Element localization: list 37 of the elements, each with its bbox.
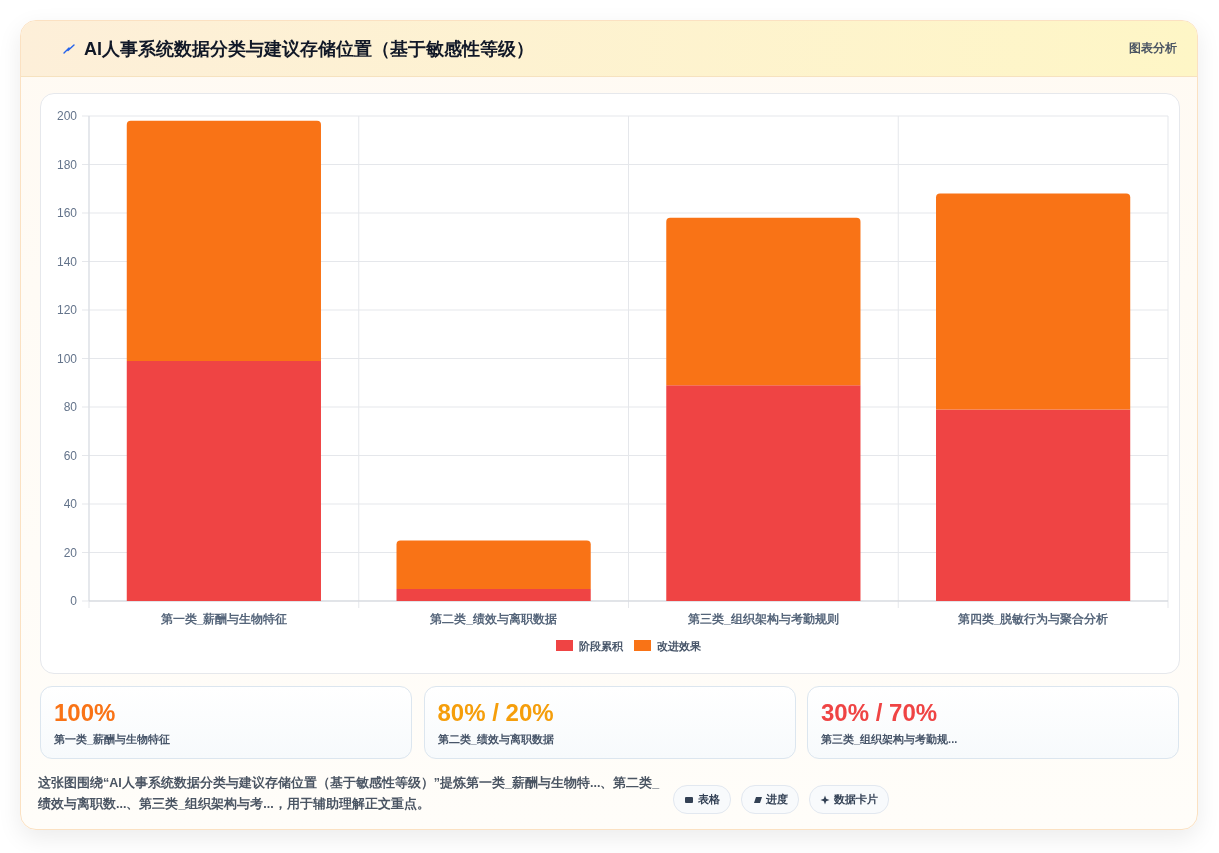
bar — [936, 193, 1131, 410]
bar — [396, 540, 591, 589]
y-tick-label: 40 — [63, 497, 78, 511]
bar — [666, 217, 861, 386]
y-tick-label: 20 — [63, 545, 78, 560]
chart-title: AI人事系统数据分类与建议存储位置（基于敏感性等级） — [84, 37, 534, 61]
y-tick-label: 0 — [70, 594, 78, 608]
y-tick-label: 140 — [56, 254, 78, 269]
text: 第二类_绩效与离职数据 — [437, 732, 554, 747]
x-tick-label: 第一类_薪酬与生物特征 — [159, 612, 288, 626]
bar — [126, 120, 321, 361]
y-tick-label: 200 — [56, 109, 78, 123]
legend-label: 改进效果 — [657, 640, 702, 652]
text: 进度 — [766, 792, 788, 807]
text: 80% / 20% — [437, 699, 554, 727]
text: 第一类_薪酬与生物特征 — [54, 732, 171, 747]
legend-label: 阶段累积 — [579, 640, 624, 652]
y-tick-label: 160 — [56, 206, 78, 220]
text: 100% — [54, 699, 116, 727]
bar — [666, 385, 861, 601]
text: 表格 — [698, 792, 720, 807]
y-tick-label: 180 — [56, 157, 78, 172]
bar — [936, 409, 1131, 601]
text: 第三类_组织架构与考勤规... — [821, 732, 958, 747]
x-tick-label: 第三类_组织架构与考勤规则 — [687, 612, 839, 626]
text: 数据卡片 — [834, 792, 878, 807]
y-tick-label: 100 — [56, 351, 78, 366]
text: 30% / 70% — [821, 699, 938, 727]
bar — [126, 360, 321, 601]
text: 这张图围绕“AI人事系统数据分类与建议存储位置（基于敏感性等级）”提炼第一类_薪酬与生物特...、第二类_绩效与离职数...、第三类_组织架构与考...，用于辅助理解正文重点。 — [38, 775, 661, 813]
text: 图表分析 — [1129, 40, 1177, 57]
x-tick-label: 第四类_脱敏行为与聚合分析 — [956, 612, 1109, 626]
y-tick-label: 60 — [63, 448, 78, 463]
y-tick-label: 120 — [56, 303, 78, 317]
y-tick-label: 80 — [63, 400, 78, 414]
bar — [396, 588, 591, 601]
x-tick-label: 第二类_绩效与离职数据 — [429, 612, 557, 626]
